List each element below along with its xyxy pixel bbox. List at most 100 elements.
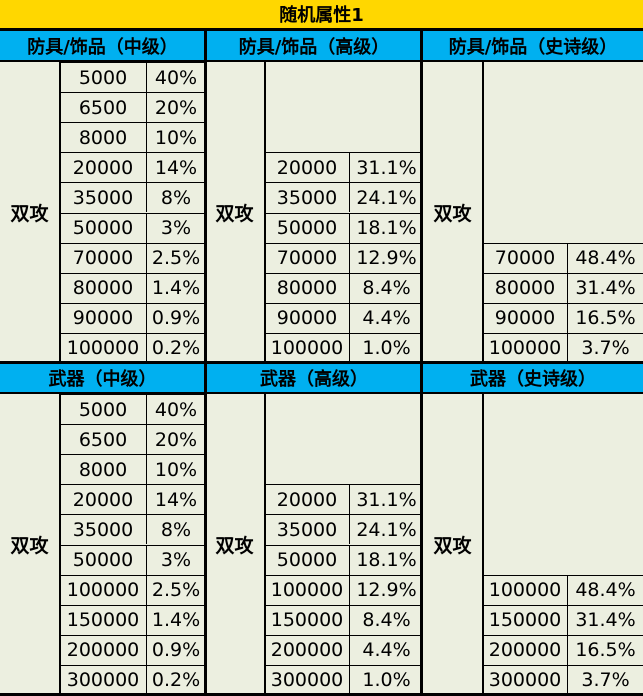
- percent-cell: 1.4%: [151, 609, 201, 632]
- table-row: 35000 8%: [60, 514, 205, 545]
- column-divider: [483, 62, 484, 363]
- block-divider: [0, 361, 643, 364]
- value-cell: 100000: [265, 575, 350, 605]
- percent-cell: 40%: [154, 398, 198, 421]
- percent-cell: 3.7%: [581, 337, 630, 360]
- table-row: 70000 2.5%: [60, 242, 205, 273]
- value-cell: 200000: [265, 635, 350, 665]
- empty-row: [483, 394, 643, 424]
- value-cell: 5000: [60, 395, 147, 424]
- column-divider: [60, 394, 61, 695]
- value-cell: 20000: [60, 485, 147, 515]
- section-header: 武器（史诗级）: [423, 363, 643, 394]
- value-cell: 80000: [483, 273, 568, 303]
- empty-row: [483, 122, 643, 152]
- empty-row: [265, 122, 423, 152]
- percent-cell: 4.4%: [362, 307, 411, 330]
- empty-row: [265, 62, 423, 92]
- section-body: 双攻 100000 48.4% 150000 31.4% 200000 16.5% 30000…: [423, 394, 643, 695]
- empty-row: [483, 424, 643, 454]
- value-cell: 300000: [483, 665, 568, 695]
- attribute-label: 双攻: [423, 62, 483, 363]
- empty-row: [483, 92, 643, 122]
- percent-cell: 0.9%: [151, 307, 201, 330]
- percent-cell: 16.5%: [575, 307, 636, 330]
- table-row: 20000 14%: [60, 484, 205, 515]
- table-row: 100000 12.9%: [265, 574, 423, 605]
- percent-cell: 0.2%: [151, 669, 201, 692]
- empty-row: [483, 182, 643, 212]
- table-row: 8000 10%: [60, 454, 205, 485]
- section-header: 武器（中级）: [0, 363, 205, 394]
- percent-cell: 14%: [154, 156, 198, 179]
- table-row: 100000 48.4%: [483, 574, 643, 605]
- table-row: 300000 1.0%: [265, 664, 423, 695]
- table-row: 300000 3.7%: [483, 664, 643, 695]
- table-row: 150000 31.4%: [483, 604, 643, 635]
- table-row: 80000 1.4%: [60, 272, 205, 303]
- value-cell: 200000: [483, 635, 568, 665]
- section-header: 武器（高级）: [205, 363, 423, 394]
- percent-cell: 8.4%: [362, 277, 411, 300]
- value-cell: 70000: [483, 243, 568, 273]
- section-header: 防具/饰品（中级）: [0, 31, 205, 62]
- table-row: 5000 40%: [60, 62, 205, 92]
- value-cell: 100000: [60, 333, 147, 363]
- percent-cell: 48.4%: [575, 247, 636, 270]
- section-divider: [204, 363, 207, 696]
- table-row: 90000 16.5%: [483, 302, 643, 333]
- table-row: 150000 8.4%: [265, 604, 423, 635]
- empty-row: [265, 454, 423, 484]
- table-row: 50000 3%: [60, 544, 205, 575]
- value-cell: 100000: [265, 333, 350, 363]
- table-row: 20000 14%: [60, 152, 205, 183]
- value-cell: 50000: [60, 545, 147, 575]
- percent-cell: 1.4%: [151, 277, 201, 300]
- percent-cell: 0.9%: [151, 639, 201, 662]
- percent-cell: 8.4%: [362, 609, 411, 632]
- percent-cell: 12.9%: [356, 579, 417, 602]
- empty-row: [483, 454, 643, 484]
- table-row: 200000 16.5%: [483, 634, 643, 665]
- empty-row: [483, 62, 643, 92]
- empty-row: [265, 424, 423, 454]
- table-row: 200000 0.9%: [60, 634, 205, 665]
- empty-row: [265, 394, 423, 424]
- percent-cell: 4.4%: [362, 639, 411, 662]
- percent-cell: 12.9%: [356, 247, 417, 270]
- table-row: 8000 10%: [60, 122, 205, 153]
- percent-cell: 14%: [154, 488, 198, 511]
- table-row: 90000 4.4%: [265, 302, 423, 333]
- table-row: 150000 1.4%: [60, 604, 205, 635]
- column-divider: [265, 62, 266, 363]
- value-cell: 80000: [265, 273, 350, 303]
- percent-cell: 24.1%: [356, 518, 417, 541]
- value-cell: 100000: [483, 333, 568, 363]
- table-row: 50000 18.1%: [265, 544, 423, 575]
- percent-cell: 8%: [160, 186, 192, 209]
- table-row: 300000 0.2%: [60, 664, 205, 695]
- table-row: 200000 4.4%: [265, 634, 423, 665]
- percent-cell: 20%: [154, 428, 198, 451]
- value-cell: 5000: [60, 63, 147, 92]
- value-cell: 100000: [60, 575, 147, 605]
- section-body: 双攻 5000 40% 6500 20% 8000 10% 20000 14% 35000 8% 50…: [0, 62, 205, 363]
- value-cell: 80000: [60, 273, 147, 303]
- value-cell: 150000: [265, 605, 350, 635]
- value-cell: 6500: [60, 425, 147, 455]
- percent-cell: 31.4%: [575, 609, 636, 632]
- percent-cell: 3%: [160, 217, 192, 239]
- attribute-label: 双攻: [205, 394, 265, 695]
- value-cell: 35000: [265, 183, 350, 213]
- value-cell: 90000: [483, 303, 568, 333]
- table-row: 50000 18.1%: [265, 212, 423, 243]
- section-body: 双攻 20000 31.1% 35000 24.1% 50000 18.1% 70000 12.…: [205, 62, 423, 363]
- sheet-title: 随机属性1: [0, 0, 643, 31]
- section-divider: [420, 363, 423, 696]
- percent-cell: 1.0%: [362, 337, 411, 360]
- percent-cell: 24.1%: [356, 186, 417, 209]
- value-cell: 20000: [265, 485, 350, 515]
- value-cell: 90000: [60, 303, 147, 333]
- value-cell: 35000: [60, 515, 147, 545]
- percent-cell: 31.1%: [356, 488, 417, 511]
